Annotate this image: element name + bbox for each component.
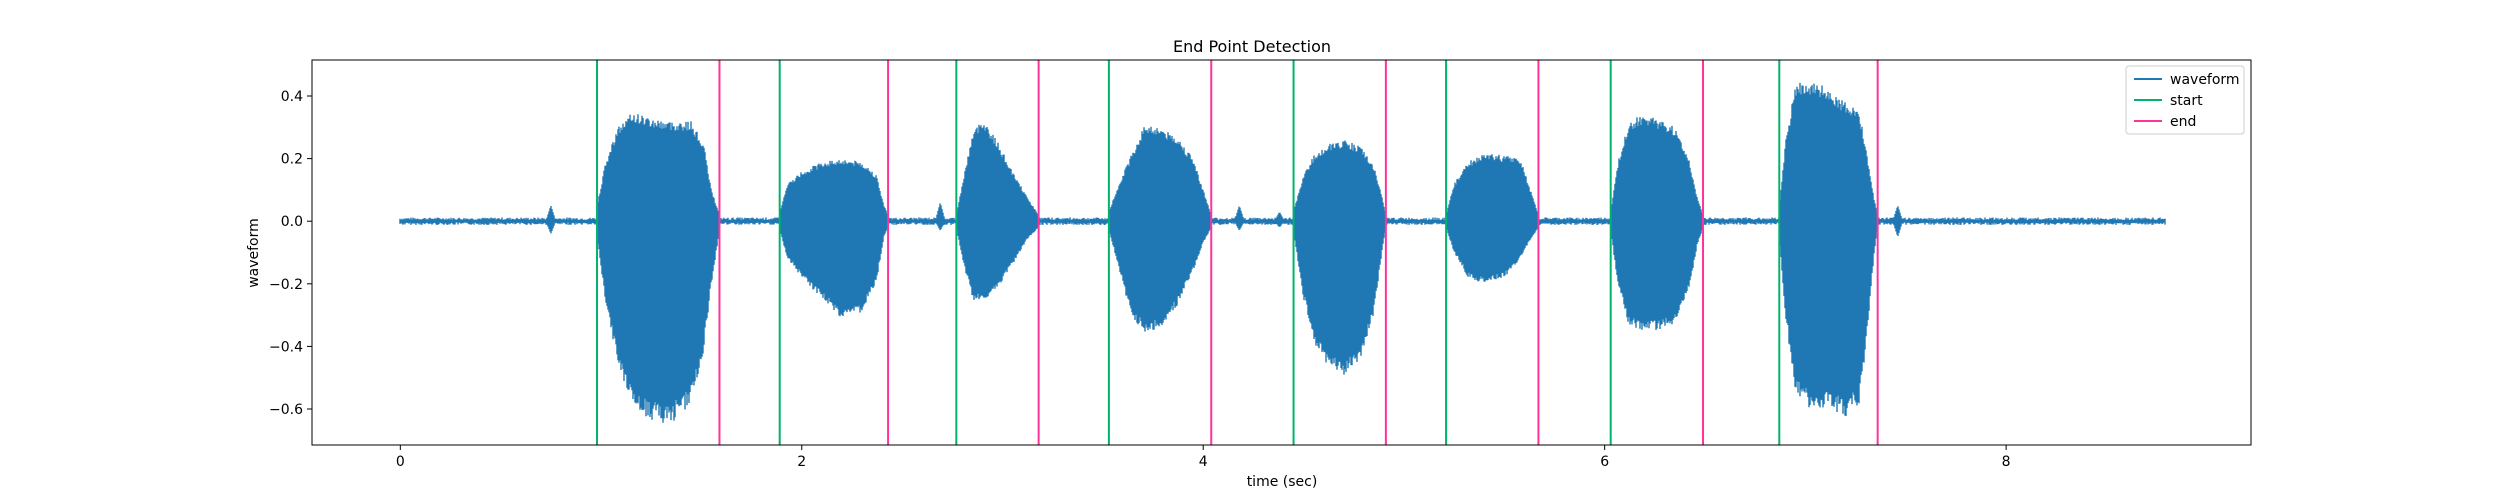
- x-tick-label: 0: [396, 454, 405, 470]
- x-tick-label: 2: [797, 454, 806, 470]
- x-tick-label: 8: [2002, 454, 2011, 470]
- y-tick-label: 0.2: [281, 152, 303, 168]
- plot-area: [399, 60, 2166, 445]
- legend-label-start: start: [2170, 93, 2203, 109]
- y-tick-label: −0.4: [269, 339, 303, 355]
- x-axis-label: time (sec): [1247, 474, 1318, 490]
- y-axis-label: waveform: [246, 218, 262, 288]
- y-tick-label: −0.2: [269, 277, 303, 293]
- waveform-series: [399, 82, 2166, 423]
- x-axis-ticks: 0 2 4 6 8: [396, 445, 2011, 470]
- y-axis-ticks: 0.4 0.2 0.0 −0.2 −0.4 −0.6: [269, 89, 312, 418]
- waveform-line: [399, 82, 2166, 423]
- legend-box: [2125, 65, 2245, 135]
- endpoint-markers: [596, 60, 1879, 445]
- x-tick-label: 6: [1600, 454, 1609, 470]
- chart-title: End Point Detection: [1173, 37, 1331, 56]
- legend-label-waveform: waveform: [2170, 72, 2240, 88]
- y-tick-label: 0.4: [281, 89, 303, 105]
- y-tick-label: 0.0: [281, 214, 303, 230]
- legend: waveform start end: [2125, 65, 2245, 135]
- y-tick-label: −0.6: [269, 402, 303, 418]
- x-tick-label: 4: [1199, 454, 1208, 470]
- legend-label-end: end: [2170, 114, 2196, 130]
- axes-frame: [311, 59, 2252, 446]
